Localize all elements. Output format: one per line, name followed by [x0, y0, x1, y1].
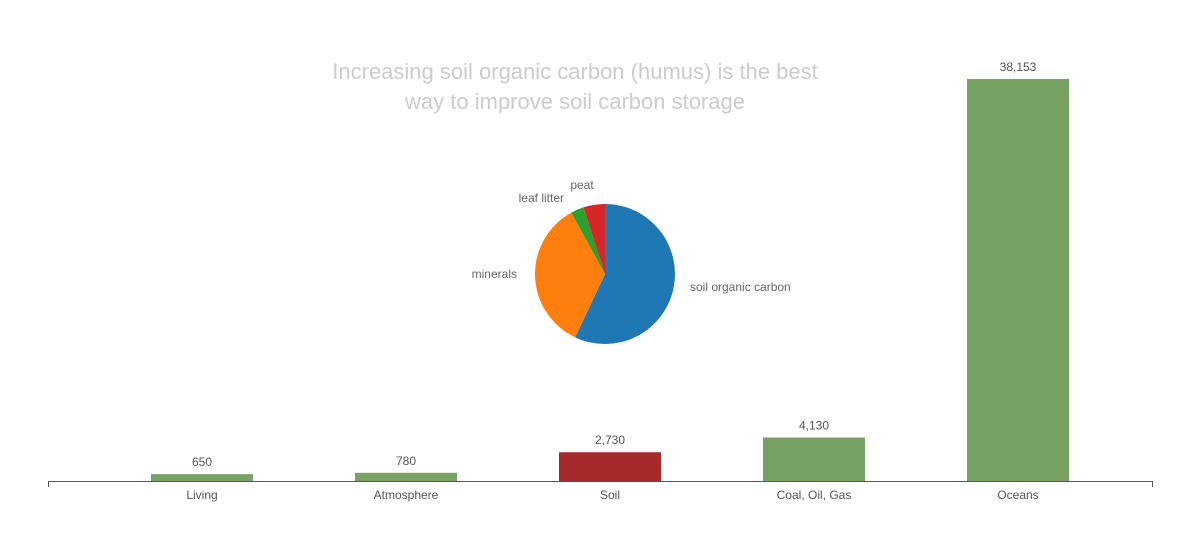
pie-slice-soil-organic-carbon	[575, 204, 675, 344]
x-tick-label: Soil	[600, 488, 620, 502]
pie-slice-minerals	[535, 212, 605, 338]
pie-slice-label: leaf litter	[519, 191, 564, 205]
pie-slice-label: soil organic carbon	[690, 280, 791, 294]
bar-atmosphere	[355, 472, 457, 481]
pie-slice-label: peat	[570, 178, 594, 192]
chart-title-line-1: Increasing soil organic carbon (humus) i…	[332, 59, 817, 84]
pie-slice-label: minerals	[472, 267, 517, 281]
pie-chart: soil organic carbon minerals leaf litter pe…	[472, 178, 791, 344]
x-tick-label: Living	[186, 488, 217, 502]
pie-slice-peat	[583, 204, 605, 274]
x-axis: Living Atmosphere Soil Coal, Oil, Gas Oceans	[48, 481, 1153, 502]
x-tick-label: Coal, Oil, Gas	[777, 488, 852, 502]
bar-series: 650 780 2,730 4,130 38,153	[151, 60, 1069, 481]
bar-value-label: 38,153	[1000, 60, 1037, 74]
x-tick-label: Atmosphere	[374, 488, 439, 502]
pie-slice-leaf-litter	[571, 207, 605, 274]
bar-value-label: 650	[192, 455, 212, 469]
bar-coal-oil-gas	[763, 437, 865, 481]
x-tick-label: Oceans	[997, 488, 1038, 502]
bar-value-label: 2,730	[595, 433, 625, 447]
bar-soil	[559, 452, 661, 481]
bar-value-label: 780	[396, 454, 416, 468]
chart-title-line-2: way to improve soil carbon storage	[404, 89, 745, 114]
bar-oceans	[967, 79, 1069, 481]
bar-living	[151, 474, 253, 481]
bar-value-label: 4,130	[799, 418, 829, 432]
